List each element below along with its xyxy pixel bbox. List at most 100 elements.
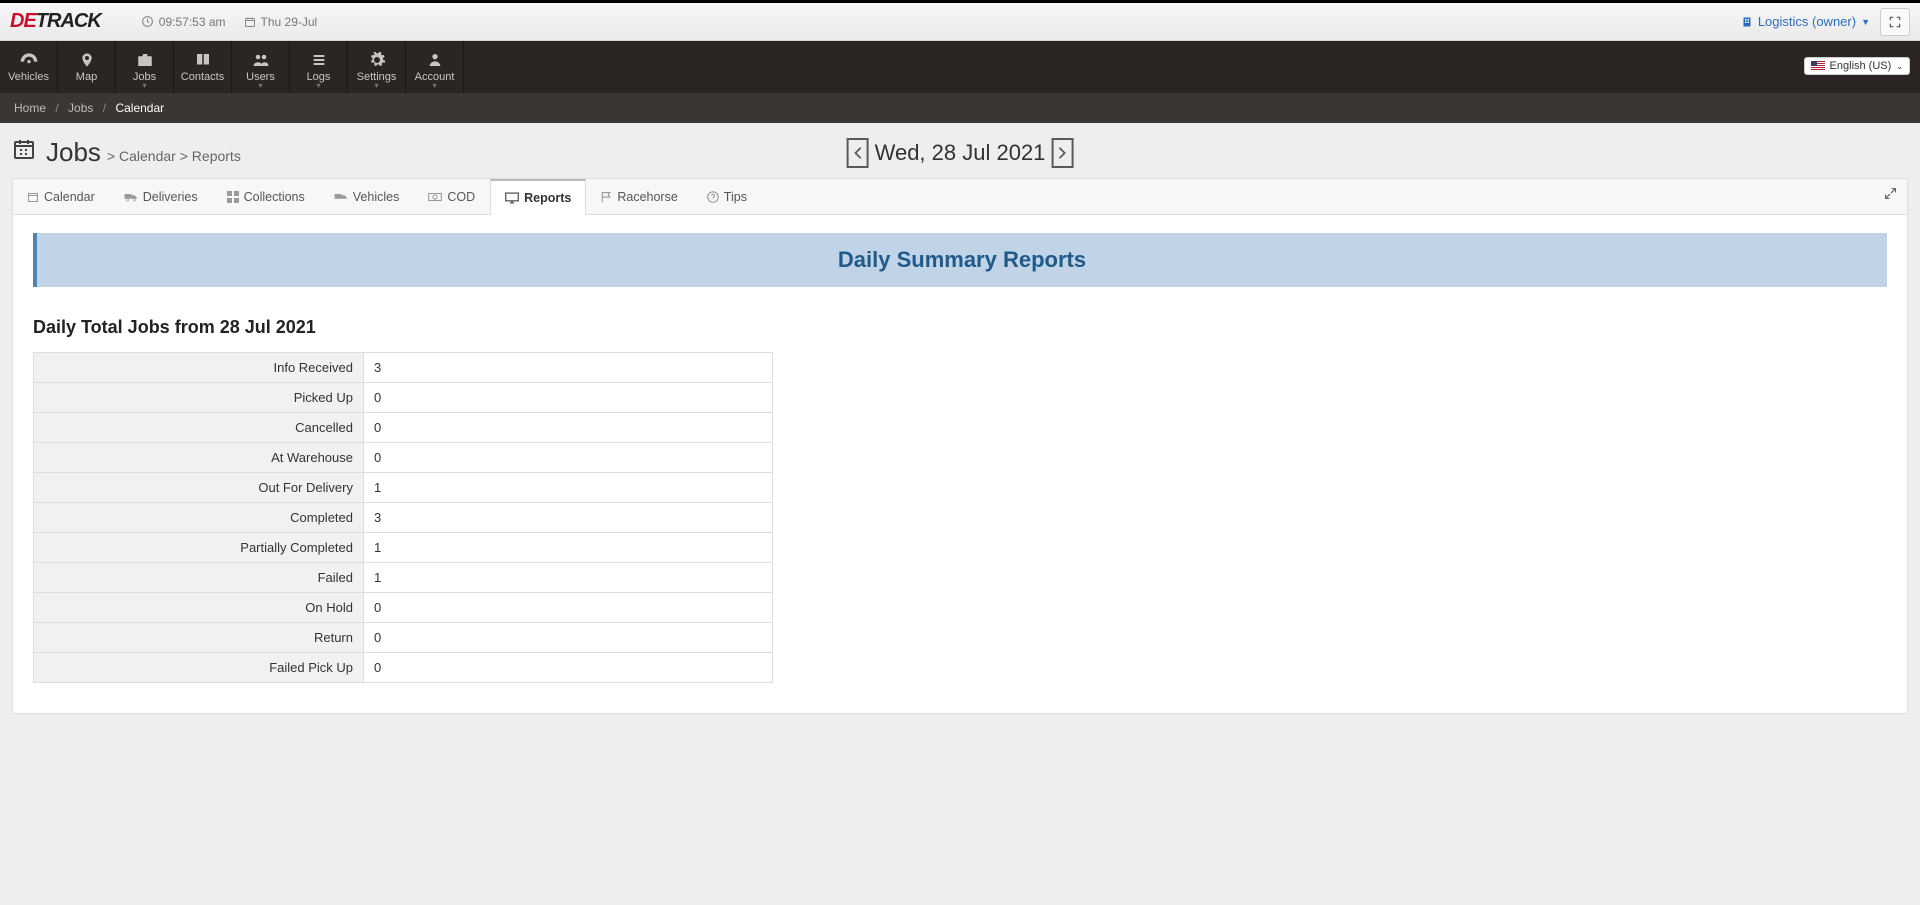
nav-account[interactable]: Account ▾: [406, 41, 464, 93]
caret-down-icon: ▼: [1861, 17, 1870, 27]
today-date-text: Thu 29-Jul: [261, 15, 318, 29]
clock-icon: [141, 15, 154, 28]
calendar-icon: [27, 191, 39, 203]
stat-label: Failed Pick Up: [34, 653, 364, 683]
tab-label: Deliveries: [143, 190, 198, 204]
help-icon: [707, 191, 719, 203]
nav-logs[interactable]: Logs ▾: [290, 41, 348, 93]
tab-tips[interactable]: Tips: [693, 179, 762, 214]
tab-vehicles[interactable]: Vehicles: [320, 179, 415, 214]
chevron-down-icon: ▾: [232, 83, 289, 89]
nav-label: Map: [58, 71, 115, 83]
flag-us-icon: [1811, 61, 1825, 71]
table-row: Failed1: [34, 563, 773, 593]
logo-black: TRACK: [36, 10, 101, 32]
stat-value: 0: [364, 653, 773, 683]
chevron-down-icon: ▾: [116, 83, 173, 89]
tab-deliveries[interactable]: Deliveries: [110, 179, 213, 214]
nav-users[interactable]: Users ▾: [232, 41, 290, 93]
gauge-icon: [0, 49, 57, 71]
list-icon: [290, 49, 347, 71]
nav-jobs[interactable]: Jobs ▾: [116, 41, 174, 93]
tab-calendar[interactable]: Calendar: [13, 179, 110, 214]
table-row: Completed3: [34, 503, 773, 533]
owner-dropdown[interactable]: Logistics (owner) ▼: [1741, 14, 1870, 29]
tabs-panel: Calendar Deliveries Collections Vehicles…: [12, 178, 1908, 714]
owner-text: Logistics (owner): [1758, 14, 1856, 29]
language-selector[interactable]: English (US) ⌄: [1804, 57, 1910, 75]
money-icon: [428, 192, 442, 202]
stat-label: Partially Completed: [34, 533, 364, 563]
selected-date: Wed, 28 Jul 2021: [875, 140, 1046, 166]
stat-label: Return: [34, 623, 364, 653]
main-nav: Vehicles Map Jobs ▾ Contacts Users ▾ Log…: [0, 41, 1920, 93]
stat-label: Out For Delivery: [34, 473, 364, 503]
stat-label: Completed: [34, 503, 364, 533]
chevron-down-icon: ▾: [290, 83, 347, 89]
table-row: Picked Up0: [34, 383, 773, 413]
breadcrumb-jobs[interactable]: Jobs: [68, 101, 93, 115]
nav-contacts[interactable]: Contacts: [174, 41, 232, 93]
table-row: Out For Delivery1: [34, 473, 773, 503]
breadcrumb-current: Calendar: [115, 101, 164, 115]
stat-label: Info Received: [34, 353, 364, 383]
nav-vehicles[interactable]: Vehicles: [0, 41, 58, 93]
stat-value: 0: [364, 443, 773, 473]
chevron-down-icon: ⌄: [1896, 62, 1903, 71]
logo-red: DE: [10, 10, 36, 32]
monitor-icon: [505, 192, 519, 204]
pin-icon: [58, 49, 115, 71]
prev-day-button[interactable]: [847, 138, 869, 168]
stat-label: Failed: [34, 563, 364, 593]
chevron-down-icon: ▾: [348, 83, 405, 89]
user-icon: [406, 49, 463, 71]
tab-label: Tips: [724, 190, 747, 204]
stat-label: At Warehouse: [34, 443, 364, 473]
stat-value: 3: [364, 353, 773, 383]
nav-map[interactable]: Map: [58, 41, 116, 93]
breadcrumb-sep: /: [103, 101, 106, 115]
stat-label: Picked Up: [34, 383, 364, 413]
fullscreen-button[interactable]: [1880, 8, 1910, 36]
stats-table: Info Received3Picked Up0Cancelled0At War…: [33, 352, 773, 683]
gear-icon: [348, 49, 405, 71]
breadcrumb-home[interactable]: Home: [14, 101, 46, 115]
tab-racehorse[interactable]: Racehorse: [586, 179, 692, 214]
tab-collections[interactable]: Collections: [213, 179, 320, 214]
clock: 09:57:53 am: [141, 15, 226, 29]
stat-value: 0: [364, 383, 773, 413]
stat-value: 0: [364, 623, 773, 653]
tab-reports[interactable]: Reports: [490, 179, 586, 215]
stat-value: 1: [364, 473, 773, 503]
stat-value: 1: [364, 563, 773, 593]
tab-label: Racehorse: [617, 190, 677, 204]
chevron-down-icon: ▾: [406, 83, 463, 89]
page-title: Jobs: [46, 137, 101, 168]
breadcrumb-sep: /: [55, 101, 58, 115]
nav-label: Vehicles: [0, 71, 57, 83]
today-date: Thu 29-Jul: [244, 15, 318, 29]
page-sub2: Reports: [192, 148, 241, 164]
book-icon: [174, 49, 231, 71]
next-day-button[interactable]: [1051, 138, 1073, 168]
logo[interactable]: DETRACK: [10, 10, 101, 33]
grid-icon: [227, 191, 239, 203]
tab-label: COD: [447, 190, 475, 204]
tabs-row: Calendar Deliveries Collections Vehicles…: [13, 179, 1907, 215]
building-icon: [1741, 16, 1753, 28]
tab-label: Reports: [524, 191, 571, 205]
clock-time: 09:57:53 am: [159, 15, 226, 29]
language-label: English (US): [1830, 60, 1892, 72]
tab-label: Vehicles: [353, 190, 400, 204]
nav-settings[interactable]: Settings ▾: [348, 41, 406, 93]
page-sub1: Calendar: [119, 148, 176, 164]
table-row: At Warehouse0: [34, 443, 773, 473]
table-row: On Hold0: [34, 593, 773, 623]
breadcrumb: Home / Jobs / Calendar: [0, 93, 1920, 123]
stat-value: 0: [364, 593, 773, 623]
expand-panel-button[interactable]: [1874, 179, 1907, 214]
tab-cod[interactable]: COD: [414, 179, 490, 214]
briefcase-icon: [116, 49, 173, 71]
flag-icon: [600, 191, 612, 203]
page-subcrumb: > Calendar > Reports: [107, 148, 241, 164]
